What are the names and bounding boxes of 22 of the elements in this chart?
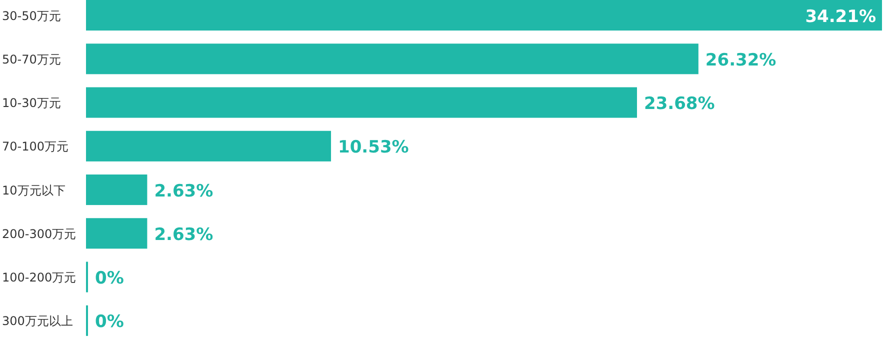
data-label: 26.32%: [705, 50, 776, 70]
y-tick-label: 10万元以下: [2, 183, 66, 198]
y-tick-label: 10-30万元: [2, 96, 61, 110]
y-tick-label: 100-200万元: [2, 270, 76, 285]
y-tick-label: 70-100万元: [2, 140, 69, 154]
bar: [86, 174, 148, 206]
y-tick-label: 30-50万元: [2, 8, 61, 23]
bar: [86, 0, 882, 31]
y-tick-label: 50-70万元: [2, 52, 61, 66]
data-label: 0%: [95, 268, 124, 289]
data-label: 10.53%: [338, 138, 409, 158]
y-tick-label: 200-300万元: [2, 226, 76, 241]
bar: [86, 87, 637, 118]
bar: [86, 44, 698, 74]
bar: [86, 218, 148, 249]
data-label: 2.63%: [154, 224, 214, 245]
data-label: 23.68%: [644, 94, 715, 114]
y-tick-label: 300万元以上: [2, 314, 73, 328]
data-label: 34.21%: [805, 6, 876, 27]
data-label: 2.63%: [154, 181, 214, 202]
bar: [86, 130, 332, 162]
data-label: 0%: [95, 312, 124, 332]
